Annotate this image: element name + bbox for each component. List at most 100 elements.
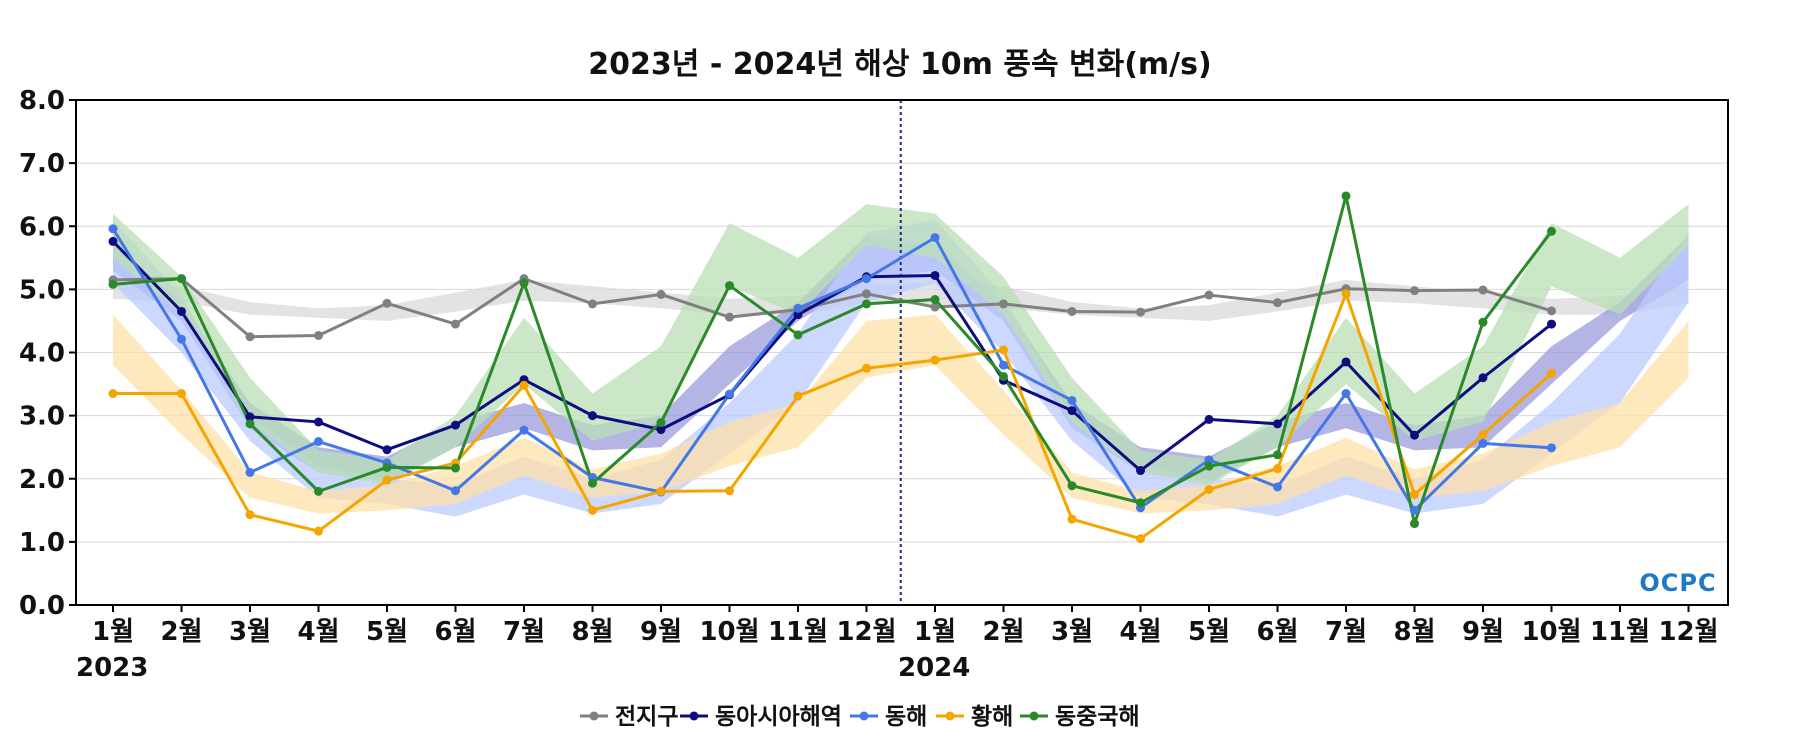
data-point	[177, 306, 186, 316]
data-point	[1204, 290, 1214, 300]
x-tick-label: 9월	[1462, 617, 1504, 647]
y-tick-label: 4.0	[19, 339, 65, 369]
x-tick-label: 10월	[1521, 617, 1581, 647]
data-point	[177, 274, 186, 284]
data-point	[588, 299, 597, 309]
data-point	[1341, 191, 1351, 201]
x-tick-label: 8월	[571, 617, 613, 647]
x-tick-label: 1월	[92, 617, 134, 647]
data-point	[1273, 298, 1282, 308]
legend-swatch-point	[689, 711, 699, 721]
data-point	[999, 360, 1008, 370]
legend-label: 전지구	[615, 704, 678, 730]
data-point	[1136, 466, 1145, 476]
data-point	[862, 363, 871, 373]
x-tick-label: 6월	[434, 617, 476, 647]
data-point	[930, 294, 940, 304]
data-point	[245, 467, 255, 477]
data-point	[1341, 389, 1351, 399]
year-label: 2024	[898, 653, 970, 683]
x-tick-label: 10월	[699, 617, 759, 647]
x-tick-label: 12월	[836, 617, 896, 647]
data-point	[793, 310, 803, 320]
data-point	[245, 510, 255, 520]
data-point	[1204, 414, 1214, 424]
data-point	[862, 299, 871, 309]
y-tick-label: 2.0	[19, 465, 65, 495]
y-tick-label: 0.0	[19, 591, 65, 621]
data-point	[1478, 285, 1488, 295]
legend-label: 동아시아해역	[715, 704, 842, 730]
data-point	[108, 279, 118, 289]
data-point	[1204, 484, 1214, 494]
data-point	[451, 319, 460, 329]
data-point	[314, 330, 323, 340]
data-point	[1067, 406, 1077, 416]
data-point	[999, 371, 1008, 381]
data-point	[1067, 514, 1077, 524]
x-axis-ticks: 1월 2월 3월 4월 5월 6월 7월 8월 9월 10월 11월 12월 1월 2월 3월 4월 5월 6월 7…	[92, 605, 1719, 647]
data-point	[930, 355, 940, 365]
range-band	[113, 204, 1689, 486]
data-point	[1478, 373, 1488, 383]
legend-label: 동중국해	[1055, 704, 1140, 730]
legend-swatch-point	[589, 711, 599, 721]
x-tick-label: 4월	[1119, 617, 1161, 647]
data-point	[177, 389, 186, 399]
data-point	[1067, 306, 1077, 316]
data-point	[1478, 317, 1488, 327]
data-point	[588, 505, 597, 515]
data-point	[1547, 319, 1556, 329]
data-point	[1273, 464, 1282, 474]
x-tick-label: 1월	[914, 617, 956, 647]
data-point	[930, 270, 940, 280]
data-point	[793, 391, 803, 401]
x-tick-label: 6월	[1256, 617, 1298, 647]
data-point	[725, 486, 734, 496]
series-points	[108, 191, 1556, 544]
data-point	[725, 389, 734, 399]
data-point	[245, 419, 255, 429]
data-point	[999, 299, 1008, 309]
data-point	[108, 236, 118, 246]
data-point	[451, 420, 460, 430]
year-label: 2023	[76, 653, 148, 683]
x-tick-label: 12월	[1658, 617, 1718, 647]
data-point	[656, 418, 666, 428]
data-point	[1410, 505, 1419, 515]
data-point	[1341, 357, 1351, 367]
data-point	[656, 425, 666, 435]
x-tick-label: 7월	[1325, 617, 1367, 647]
data-point	[1410, 519, 1419, 529]
legend-item: 동중국해	[1020, 704, 1140, 730]
legend-item: 동아시아해역	[680, 704, 842, 730]
y-tick-label: 7.0	[19, 149, 65, 179]
legend-swatch-point	[945, 711, 955, 721]
x-tick-label: 11월	[768, 617, 828, 647]
data-point	[1547, 443, 1556, 453]
x-axis-years: 2023 2024	[76, 653, 970, 683]
data-point	[1067, 395, 1077, 405]
x-tick-label: 11월	[1590, 617, 1650, 647]
legend-item: 황해	[936, 704, 1013, 730]
legend-item: 전지구	[580, 704, 678, 730]
data-point	[725, 281, 734, 291]
data-point	[656, 289, 666, 299]
data-point	[382, 298, 392, 308]
legend-swatch-point	[859, 711, 869, 721]
data-point	[862, 289, 871, 299]
data-point	[1273, 450, 1282, 460]
data-point	[1547, 306, 1556, 316]
data-point	[1410, 430, 1419, 440]
data-point	[1136, 307, 1145, 317]
y-tick-label: 5.0	[19, 275, 65, 305]
data-point	[1136, 498, 1145, 508]
data-point	[245, 332, 255, 342]
data-point	[1478, 438, 1488, 448]
data-point	[108, 389, 118, 399]
data-point	[519, 278, 529, 288]
data-point	[1136, 534, 1145, 544]
data-point	[1547, 226, 1556, 236]
data-point	[1410, 286, 1419, 296]
